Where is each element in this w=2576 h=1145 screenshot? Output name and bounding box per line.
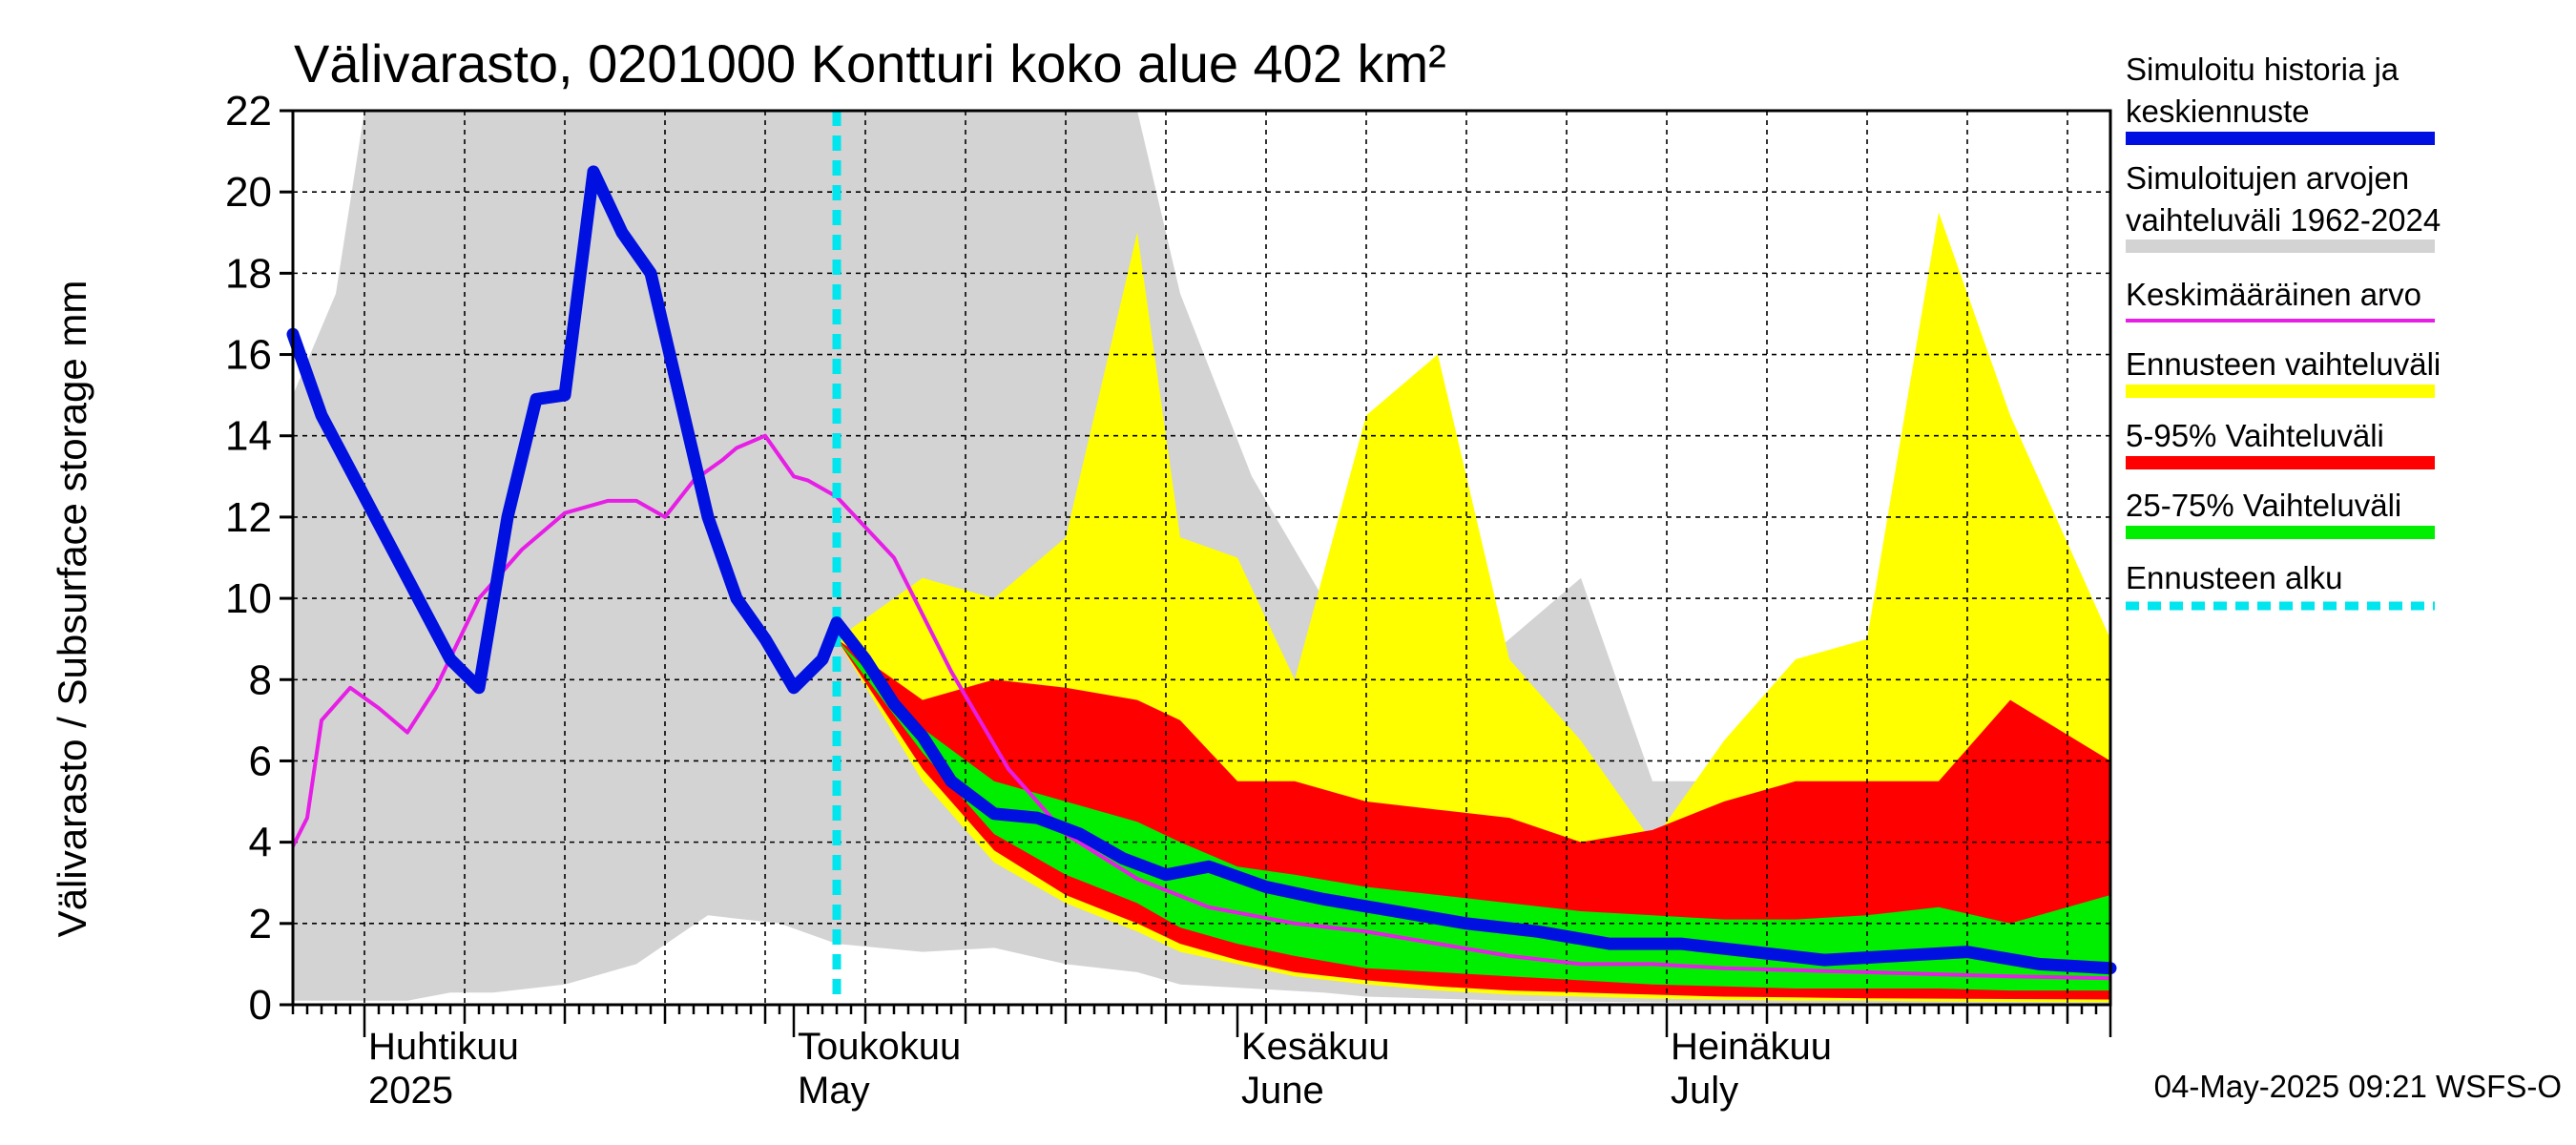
legend-item-simulated: Simuloitu historia ja keskiennuste bbox=[2126, 52, 2435, 145]
band-25-75 bbox=[837, 638, 2110, 991]
legend-label: Ennusteen alku bbox=[2126, 560, 2343, 595]
y-tick-label: 4 bbox=[249, 820, 272, 866]
y-tick-label: 16 bbox=[225, 332, 272, 379]
legend-item-25-75: 25-75% Vaihteluväli bbox=[2126, 488, 2435, 539]
y-tick-label: 2 bbox=[249, 901, 272, 947]
mean-value-line bbox=[291, 433, 2111, 981]
x-month-label: Kesäkuu bbox=[1241, 1026, 1390, 1068]
band-layer bbox=[293, 111, 2110, 1005]
legend-item-forecast-start: Ennusteen alku bbox=[2126, 560, 2435, 611]
legend-item-forecast-range: Ennusteen vaihteluväli bbox=[2126, 346, 2441, 398]
x-month-label: Heinäkuu bbox=[1671, 1026, 1832, 1068]
y-tick-label: 18 bbox=[225, 250, 272, 297]
legend-label: 25-75% Vaihteluväli bbox=[2126, 488, 2401, 523]
legend-label: Ennusteen vaihteluväli bbox=[2126, 346, 2441, 382]
y-tick-label: 6 bbox=[249, 738, 272, 784]
y-tick-label: 10 bbox=[225, 575, 272, 622]
simulated-history-forecast-line bbox=[286, 165, 2117, 975]
legend-label: keskiennuste bbox=[2126, 94, 2310, 129]
legend-label: Simuloitu historia ja bbox=[2126, 52, 2399, 87]
legend-item-history-range: Simuloitujen arvojen vaihteluväli 1962-20… bbox=[2126, 160, 2441, 253]
x-month-label: Huhtikuu bbox=[368, 1026, 519, 1068]
y-axis-label: Välivarasto / Subsurface storage mm bbox=[50, 281, 94, 938]
legend: Simuloitu historia jakeskiennusteSimuloi… bbox=[2126, 52, 2441, 611]
legend-label: 5-95% Vaihteluväli bbox=[2126, 418, 2384, 453]
plot-area bbox=[286, 109, 2117, 1007]
x-month-sublabel: July bbox=[1671, 1070, 1738, 1112]
plot-frame bbox=[291, 109, 2112, 1007]
y-tick-label: 22 bbox=[225, 88, 272, 135]
legend-item-mean: Keskimääräinen arvo bbox=[2126, 277, 2435, 323]
x-month-sublabel: June bbox=[1241, 1070, 1324, 1112]
legend-label: Simuloitujen arvojen bbox=[2126, 160, 2409, 196]
y-tick-label: 0 bbox=[249, 982, 272, 1029]
y-tick-label: 14 bbox=[225, 413, 272, 460]
grid bbox=[293, 111, 2110, 1005]
legend-item-5-95: 5-95% Vaihteluväli bbox=[2126, 418, 2435, 469]
x-month-sublabel: May bbox=[798, 1070, 870, 1112]
y-tick-label: 20 bbox=[225, 169, 272, 216]
legend-label: Keskimääräinen arvo bbox=[2126, 277, 2421, 312]
legend-label: vaihteluväli 1962-2024 bbox=[2126, 202, 2441, 238]
footer-timestamp: 04-May-2025 09:21 WSFS-O bbox=[2154, 1069, 2562, 1104]
y-tick-label: 12 bbox=[225, 494, 272, 541]
y-tick-label: 8 bbox=[249, 656, 272, 703]
x-month-sublabel: 2025 bbox=[368, 1070, 453, 1112]
chart-title: Välivarasto, 0201000 Kontturi koko alue … bbox=[294, 33, 1446, 94]
line-layer bbox=[286, 111, 2117, 1005]
x-month-label: Toukokuu bbox=[798, 1026, 961, 1068]
